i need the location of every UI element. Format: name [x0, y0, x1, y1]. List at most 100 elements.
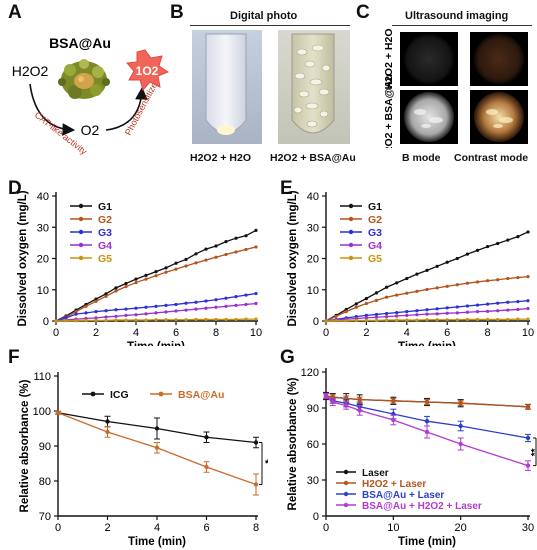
- data-point: [486, 245, 490, 249]
- data-point: [254, 301, 258, 306]
- data-point: [154, 445, 160, 450]
- y-tick-label: 10: [37, 285, 49, 297]
- data-point: [124, 281, 128, 286]
- data-point: [475, 310, 480, 314]
- data-point: [364, 316, 368, 320]
- y-tick-label: 110: [33, 371, 51, 383]
- data-point: [525, 404, 531, 409]
- data-point: [486, 279, 490, 283]
- panel-c-title-underline: [392, 25, 532, 26]
- data-point: [415, 313, 419, 317]
- data-point: [526, 275, 530, 279]
- data-point: [194, 261, 198, 265]
- panel-letter-f: F: [8, 347, 20, 368]
- y-tick-label: 80: [39, 476, 51, 488]
- data-point: [344, 307, 348, 312]
- data-point: [334, 314, 338, 318]
- data-point: [204, 258, 208, 262]
- panel-c-images: H2O2 + H2O H2O2 + BSA@Au: [383, 29, 533, 148]
- x-tick-label: 8: [253, 522, 259, 534]
- data-point: [435, 312, 439, 316]
- data-point: [405, 310, 409, 314]
- data-point: [224, 240, 228, 244]
- data-point: [244, 234, 248, 238]
- arrow-h2o2-to-o2: [29, 83, 76, 136]
- data-point: [144, 277, 148, 281]
- y-tick-label: 20: [37, 254, 49, 266]
- data-point: [114, 289, 118, 293]
- data-point: [486, 309, 490, 313]
- x-axis-label: Time (min): [128, 536, 186, 548]
- chart-f: 0 2 4 6 8 70 80 90 100 110 Time (min) Relative abso…: [19, 371, 268, 548]
- data-point: [465, 304, 469, 308]
- legend-marker: [348, 242, 354, 248]
- data-point: [253, 482, 259, 487]
- data-point: [144, 305, 148, 309]
- legend-label: G1: [98, 201, 112, 213]
- legend-label: G3: [368, 227, 382, 239]
- panel-c-title: Ultrasound imaging: [405, 10, 509, 22]
- legend-marker: [348, 216, 354, 222]
- o2-label: O2: [81, 122, 100, 138]
- data-point: [184, 257, 188, 262]
- data-point: [144, 312, 148, 316]
- y-tick-label: 40: [37, 191, 49, 203]
- data-point: [506, 300, 510, 304]
- x-tick-label: 0: [323, 327, 329, 339]
- chart-e: 0 2 4 6 8 10 0 10 20 30 40 Time (min) Dissolved oxyg…: [287, 190, 534, 346]
- series-line-bsa-au-h2o2-laser: [325, 395, 529, 467]
- h2o2-label: H2O2: [12, 63, 49, 79]
- legend-label: BSA@Au + H2O2 + Laser: [362, 501, 482, 512]
- data-point: [54, 319, 58, 323]
- data-point: [334, 319, 338, 323]
- legend-marker: [78, 216, 84, 222]
- data-point: [458, 441, 463, 447]
- data-point: [234, 317, 238, 322]
- data-point: [164, 303, 168, 307]
- data-point: [94, 316, 98, 320]
- data-point: [204, 299, 208, 303]
- data-point: [395, 318, 399, 322]
- y-tick-label: 40: [307, 191, 319, 203]
- significance-mark: *: [265, 458, 268, 470]
- data-point: [525, 435, 531, 441]
- x-tick-label: 8: [213, 327, 219, 339]
- legend-marker: [158, 391, 164, 397]
- data-point: [154, 270, 158, 274]
- data-point: [445, 260, 449, 264]
- data-point: [385, 311, 389, 316]
- legend-label: G4: [98, 240, 112, 252]
- data-point: [374, 312, 379, 317]
- legend-label: BSA@Au + Laser: [362, 490, 444, 501]
- y-tick-label: 90: [307, 403, 319, 415]
- data-point: [455, 318, 459, 322]
- x-tick-label: 30: [522, 522, 534, 534]
- data-point: [374, 298, 379, 302]
- data-point: [496, 278, 500, 282]
- data-point: [114, 314, 118, 318]
- x-tick-label: 0: [53, 327, 59, 339]
- us-row1-label: H2O2 + H2O: [383, 29, 395, 90]
- legend-marker: [78, 255, 84, 261]
- panel-b-title: Digital photo: [230, 10, 298, 22]
- data-point: [415, 309, 419, 313]
- data-point: [224, 304, 228, 308]
- data-point: [324, 319, 328, 323]
- data-point: [455, 311, 459, 315]
- x-tick-label: 6: [173, 327, 179, 339]
- data-point: [214, 305, 218, 309]
- data-point: [84, 304, 88, 308]
- data-point: [104, 309, 108, 313]
- legend-marker: [343, 502, 349, 508]
- data-point: [506, 276, 510, 281]
- data-point: [254, 228, 258, 232]
- data-point: [385, 295, 389, 299]
- data-point: [254, 317, 258, 321]
- data-point: [244, 302, 248, 307]
- data-point: [516, 235, 520, 239]
- data-point: [465, 310, 469, 314]
- x-tick-label: 2: [93, 327, 99, 339]
- x-tick-label: 4: [133, 327, 139, 339]
- data-point: [164, 270, 168, 274]
- data-point: [154, 274, 158, 278]
